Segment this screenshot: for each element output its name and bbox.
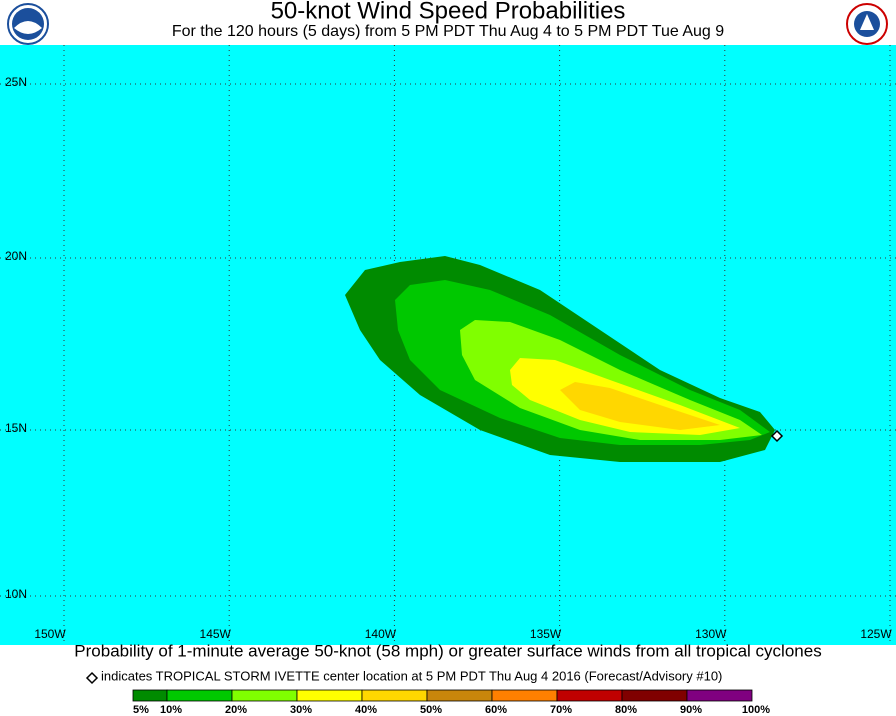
legend-label: 90%: [680, 704, 702, 716]
legend-swatch: [556, 689, 623, 702]
legend-label: 80%: [615, 704, 637, 716]
noaa-logo: [7, 3, 49, 45]
legend-label: 10%: [160, 704, 182, 716]
lat-label: 25N: [5, 75, 27, 89]
legend-swatch: [426, 689, 493, 702]
lon-label: 130W: [695, 627, 727, 641]
title: 50-knot Wind Speed Probabilities: [271, 0, 626, 24]
lat-label: 10N: [5, 587, 27, 601]
legend-label: 5%: [133, 704, 149, 716]
caption: Probability of 1-minute average 50-knot …: [74, 641, 821, 660]
legend-label: 20%: [225, 704, 247, 716]
contour-40: [560, 382, 720, 430]
lon-label: 135W: [530, 627, 562, 641]
legend-swatch: [491, 689, 558, 702]
legend-diamond: [85, 671, 99, 685]
legend-swatch: [231, 689, 298, 702]
legend-label: 40%: [355, 704, 377, 716]
graticule: 25N 20N 15N 10N 150W 145W 140W 135W 130W 125W: [0, 45, 896, 645]
legend-label: 70%: [550, 704, 572, 716]
legend-swatch: [132, 689, 168, 702]
legend-label: 50%: [420, 704, 442, 716]
legend-swatch: [621, 689, 688, 702]
storm-note: indicates TROPICAL STORM IVETTE center l…: [101, 668, 722, 683]
nws-logo: [846, 3, 888, 45]
legend-label: 60%: [485, 704, 507, 716]
probability-contours: [345, 256, 775, 462]
lat-label: 20N: [5, 249, 27, 263]
legend-swatch: [296, 689, 363, 702]
legend: 5% 10% 20% 30% 40% 50% 60% 70% 80% 90% 100%: [132, 689, 770, 716]
legend-swatch: [686, 689, 753, 702]
legend-swatch: [361, 689, 428, 702]
lon-label: 145W: [200, 627, 232, 641]
lat-label: 15N: [5, 421, 27, 435]
legend-label: 100%: [742, 704, 770, 716]
legend-swatch: [166, 689, 233, 702]
storm-center: [770, 429, 784, 443]
lon-label: 140W: [365, 627, 397, 641]
lon-label: 125W: [860, 627, 892, 641]
legend-label: 30%: [290, 704, 312, 716]
subtitle: For the 120 hours (5 days) from 5 PM PDT…: [172, 23, 724, 40]
lon-label: 150W: [34, 627, 66, 641]
